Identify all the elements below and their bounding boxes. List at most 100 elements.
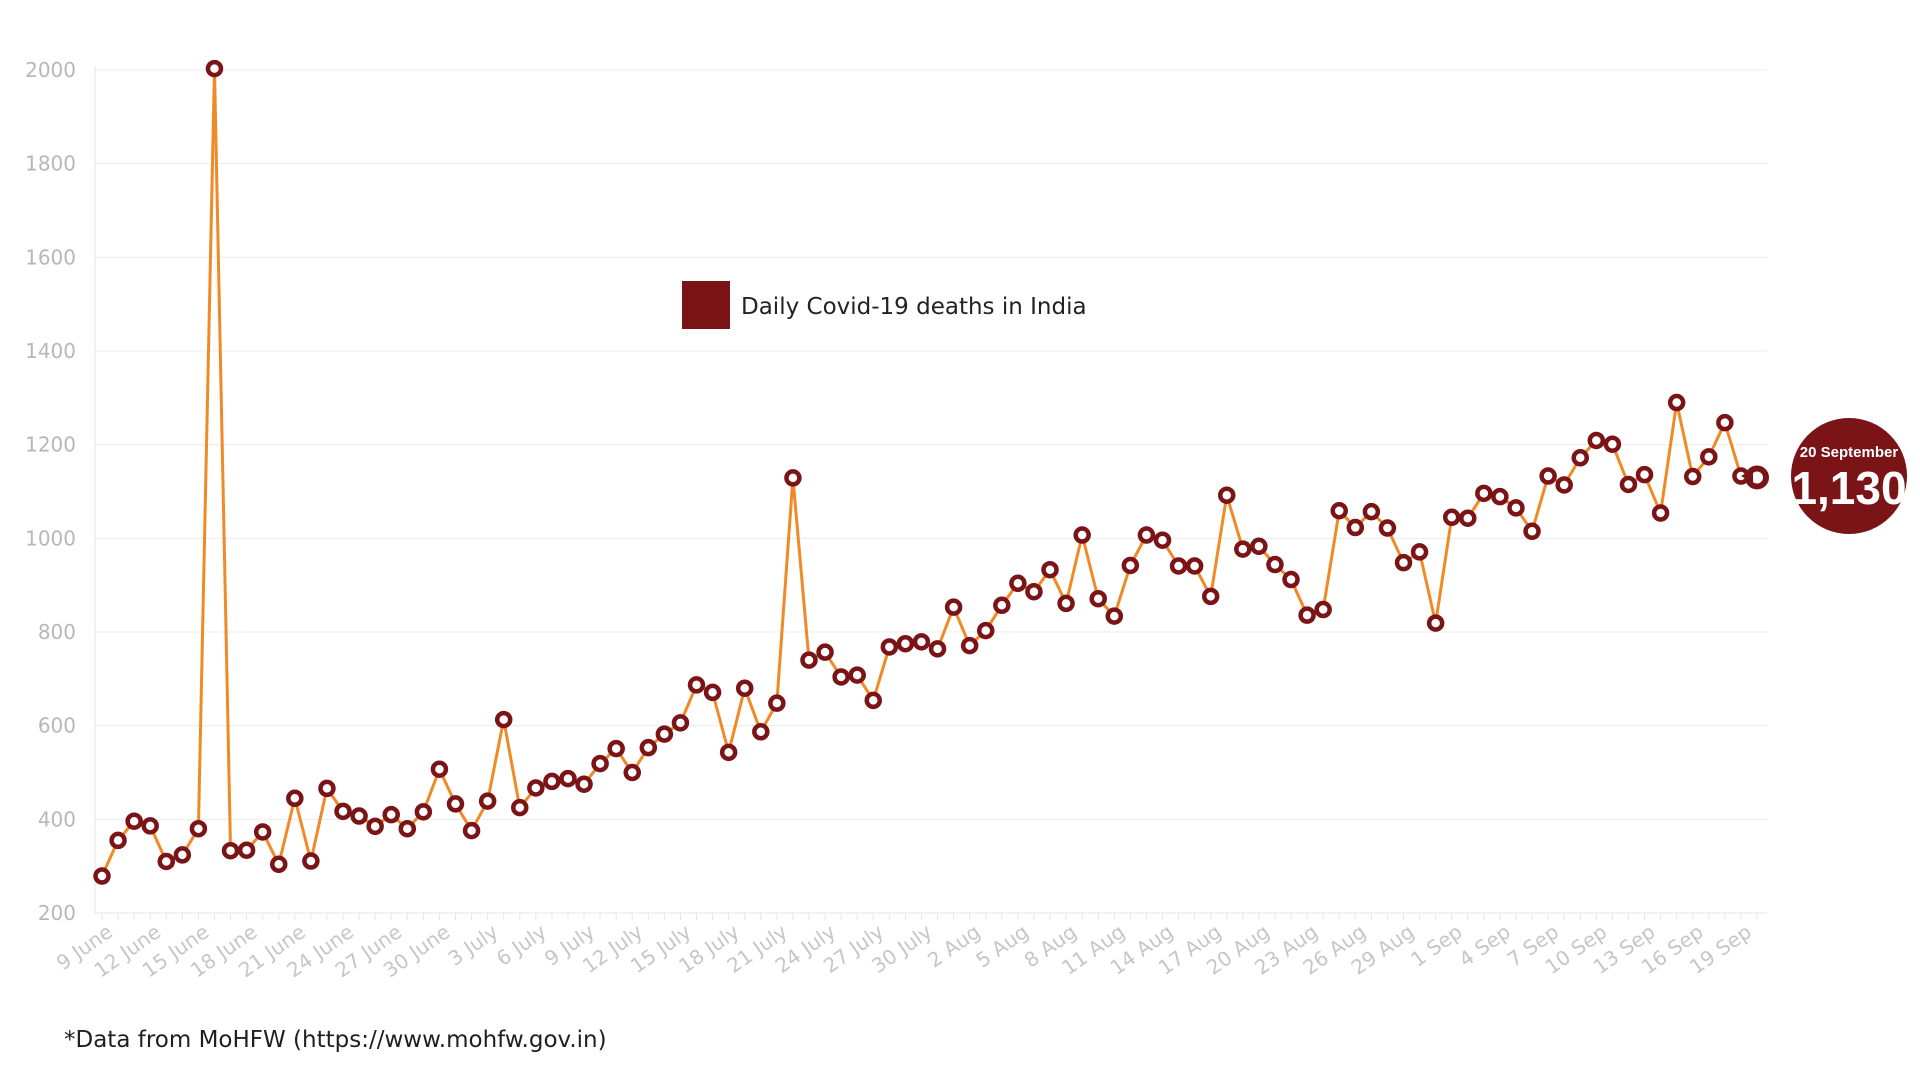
- data-point: [1619, 475, 1638, 494]
- x-tick-label: 5 Aug: [971, 919, 1032, 972]
- data-point: [1266, 555, 1284, 574]
- data-point: [382, 805, 400, 824]
- x-tick-label: 6 July: [492, 919, 551, 970]
- y-tick-label: 800: [38, 620, 76, 644]
- data-point: [1169, 557, 1188, 575]
- callout-value: 1,130: [1791, 462, 1906, 514]
- data-point: [157, 852, 176, 871]
- data-point: [1314, 600, 1332, 619]
- data-point: [1603, 435, 1622, 453]
- data-point: [1426, 614, 1445, 632]
- callout-date: 20 September: [1800, 444, 1899, 461]
- gridlines: [95, 69, 1767, 914]
- data-point: [752, 723, 770, 741]
- data-point: [1667, 393, 1686, 412]
- callout-pointer: [1741, 469, 1753, 483]
- data-point: [848, 666, 866, 684]
- data-point: [1683, 467, 1702, 486]
- data-point: [1025, 582, 1043, 601]
- y-tick-label: 600: [38, 714, 76, 738]
- y-tick-label: 400: [38, 807, 76, 831]
- data-point: [864, 691, 883, 710]
- data-point: [430, 760, 449, 778]
- data-point: [1362, 502, 1381, 521]
- data-point: [1185, 557, 1204, 575]
- data-point: [928, 640, 947, 658]
- data-point: [575, 775, 593, 793]
- data-point: [1523, 522, 1541, 541]
- data-point: [960, 636, 979, 655]
- data-point: [494, 710, 513, 729]
- data-point: [832, 668, 850, 686]
- data-point: [398, 819, 417, 838]
- y-tick-label: 1000: [25, 526, 76, 550]
- data-point: [446, 795, 465, 813]
- data-point: [1475, 484, 1493, 503]
- data-point: [1555, 476, 1573, 494]
- data-point: [478, 792, 497, 810]
- data-point: [269, 855, 288, 874]
- data-point: [462, 821, 481, 840]
- data-point: [141, 817, 159, 835]
- data-point: [1218, 486, 1236, 504]
- y-tick-label: 1400: [25, 339, 76, 363]
- data-point: [1394, 553, 1413, 572]
- data-point: [1137, 526, 1156, 544]
- data-point: [1635, 465, 1654, 484]
- data-point: [1121, 556, 1140, 575]
- data-point: [591, 754, 609, 773]
- data-point: [511, 798, 529, 817]
- x-tick-label: 3 July: [444, 919, 503, 970]
- y-axis: 200 400 600 800 1000 1200 1400 1600 1800 2000: [25, 58, 96, 925]
- data-point: [1201, 587, 1220, 606]
- data-point: [366, 817, 384, 836]
- data-point: [1442, 508, 1461, 527]
- data-point: [221, 841, 240, 860]
- data-point: [1073, 526, 1091, 544]
- data-point: [1089, 589, 1107, 608]
- data-point: [1009, 574, 1027, 593]
- data-point: [816, 643, 834, 661]
- data-point: [109, 831, 127, 850]
- data-point: [768, 694, 786, 712]
- data-point: [1571, 449, 1590, 467]
- data-point: [559, 769, 577, 788]
- y-tick-label: 1600: [25, 245, 76, 269]
- data-point: [189, 819, 208, 838]
- data-point: [1410, 543, 1429, 561]
- data-point: [414, 803, 433, 821]
- data-point: [1250, 537, 1268, 556]
- data-point: [912, 633, 931, 651]
- data-point: [1378, 519, 1397, 537]
- legend-swatch: [682, 281, 730, 329]
- data-point: [993, 596, 1011, 615]
- data-point: [286, 789, 304, 808]
- y-tick-label: 1800: [25, 152, 76, 176]
- data-point: [350, 807, 368, 825]
- data-point: [1587, 431, 1606, 450]
- data-point: [896, 634, 915, 653]
- data-point: [735, 679, 754, 697]
- data-point: [1491, 487, 1509, 506]
- data-point: [1716, 413, 1734, 432]
- data-point: [1105, 607, 1124, 625]
- legend-label: Daily Covid-19 deaths in India: [741, 294, 1087, 320]
- data-point: [125, 812, 143, 830]
- data-point: [1298, 606, 1316, 624]
- data-point: [1282, 570, 1300, 589]
- data-point: [253, 823, 272, 841]
- source-note: *Data from MoHFW (https://www.mohfw.gov.…: [64, 1027, 607, 1053]
- data-point: [93, 867, 111, 885]
- data-point: [1041, 560, 1059, 579]
- series-deaths: [93, 59, 1769, 885]
- data-point: [607, 739, 625, 758]
- data-point: [800, 651, 818, 669]
- data-point: [623, 763, 641, 782]
- legend: Daily Covid-19 deaths in India: [682, 281, 1087, 329]
- data-point: [687, 676, 706, 694]
- y-tick-label: 2000: [25, 58, 76, 82]
- data-point: [205, 59, 224, 78]
